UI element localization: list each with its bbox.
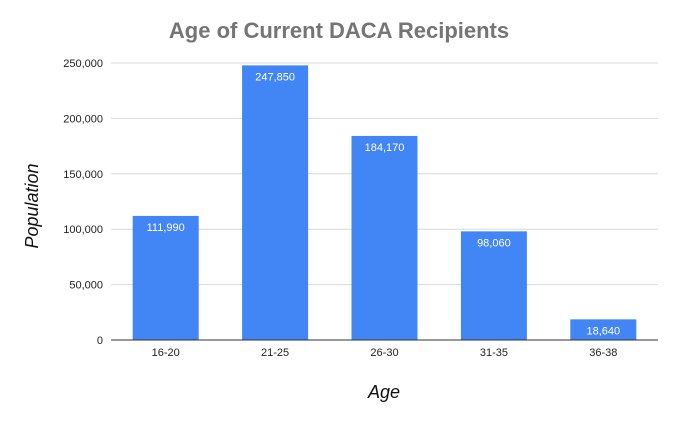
x-axis-ticks: 16-20 21-25 26-30 31-35 36-38 [152, 347, 618, 359]
y-tick-label: 150,000 [63, 169, 103, 181]
x-tick-label-31-35: 31-35 [480, 347, 508, 359]
x-axis-title: Age [367, 382, 400, 402]
data-label-21-25: 247,850 [255, 71, 295, 83]
bar-26-30 [351, 135, 418, 340]
x-tick-label-26-30: 26-30 [370, 347, 398, 359]
bar-21-25 [242, 65, 309, 340]
x-tick-label-21-25: 21-25 [261, 347, 289, 359]
chart-title: Age of Current DACA Recipients [169, 18, 509, 43]
y-axis-ticks: 0 50,000 100,000 150,000 200,000 250,000 [63, 58, 103, 347]
y-tick-label: 0 [97, 335, 103, 347]
data-label-36-38: 18,640 [586, 325, 620, 337]
bars [132, 65, 637, 340]
y-tick-label: 100,000 [63, 224, 103, 236]
data-label-26-30: 184,170 [365, 142, 405, 154]
bar-36-38 [570, 319, 637, 340]
y-tick-label: 50,000 [69, 280, 103, 292]
y-tick-label: 200,000 [63, 113, 103, 125]
data-label-31-35: 98,060 [477, 237, 511, 249]
data-labels: 111,990 247,850 184,170 98,060 18,640 [147, 71, 620, 337]
bar-16-20 [132, 215, 199, 340]
y-axis-title: Population [22, 163, 42, 248]
data-label-16-20: 111,990 [147, 222, 185, 234]
x-tick-label-36-38: 36-38 [589, 347, 617, 359]
y-tick-label: 250,000 [63, 58, 103, 70]
x-tick-label-16-20: 16-20 [152, 347, 180, 359]
bar-31-35 [460, 231, 527, 340]
